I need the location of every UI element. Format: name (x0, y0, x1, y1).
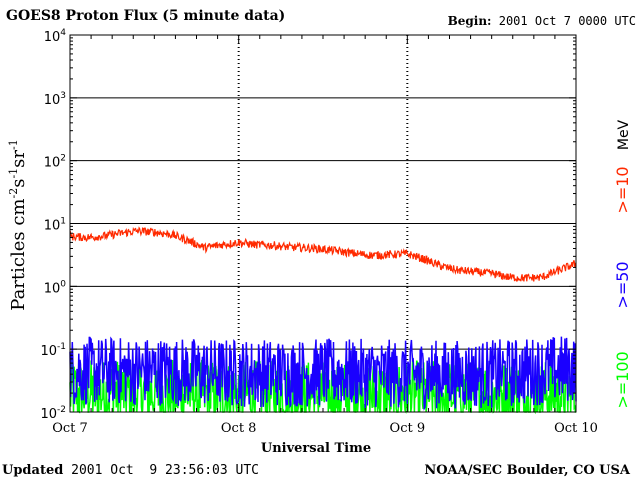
y-tick-label: 104 (44, 28, 67, 45)
series-line-ge50 (69, 336, 577, 411)
legend-ge10: >=10 (613, 166, 632, 213)
y-tick-label: 103 (44, 91, 66, 108)
y-tick-label: 100 (44, 279, 67, 296)
updated-timestamp: Updated 2001 Oct 9 23:56:03 UTC (2, 463, 259, 478)
x-tick-label: Oct 8 (221, 421, 257, 436)
y-tick-label: 10-1 (40, 342, 66, 359)
legend-ge100: >=100 (613, 351, 632, 408)
begin-label: Begin: (447, 14, 492, 28)
source-credit: NOAA/SEC Boulder, CO USA (424, 463, 630, 478)
updated-label: Updated (2, 463, 64, 478)
legend-ge50: >=50 (613, 261, 632, 308)
y-axis-label: Particles cm-2s-1sr-1 (7, 139, 29, 310)
y-axis-ticks: 10-2 10-1 100 101 102 103 104 (40, 28, 576, 422)
series-line-ge10 (69, 226, 577, 283)
begin-timestamp: Begin: 2001 Oct 7 0000 UTC (448, 14, 636, 28)
x-axis-ticks: Oct 7 Oct 8 Oct 9 Oct 10 (52, 35, 598, 436)
updated-value: 2001 Oct 9 23:56:03 UTC (71, 463, 259, 478)
series-layer (69, 226, 577, 415)
chart-title: GOES8 Proton Flux (5 minute data) (6, 8, 286, 24)
y-tick-label: 10-2 (40, 405, 66, 422)
x-tick-label: Oct 10 (554, 421, 598, 436)
begin-value: 2001 Oct 7 0000 UTC (498, 14, 636, 28)
y-tick-label: 102 (44, 154, 66, 171)
legend-units: MeV (616, 119, 632, 150)
y-tick-label: 101 (44, 217, 66, 234)
x-axis-label: Universal Time (261, 441, 371, 456)
x-tick-label: Oct 9 (390, 421, 426, 436)
x-tick-label: Oct 7 (52, 421, 88, 436)
